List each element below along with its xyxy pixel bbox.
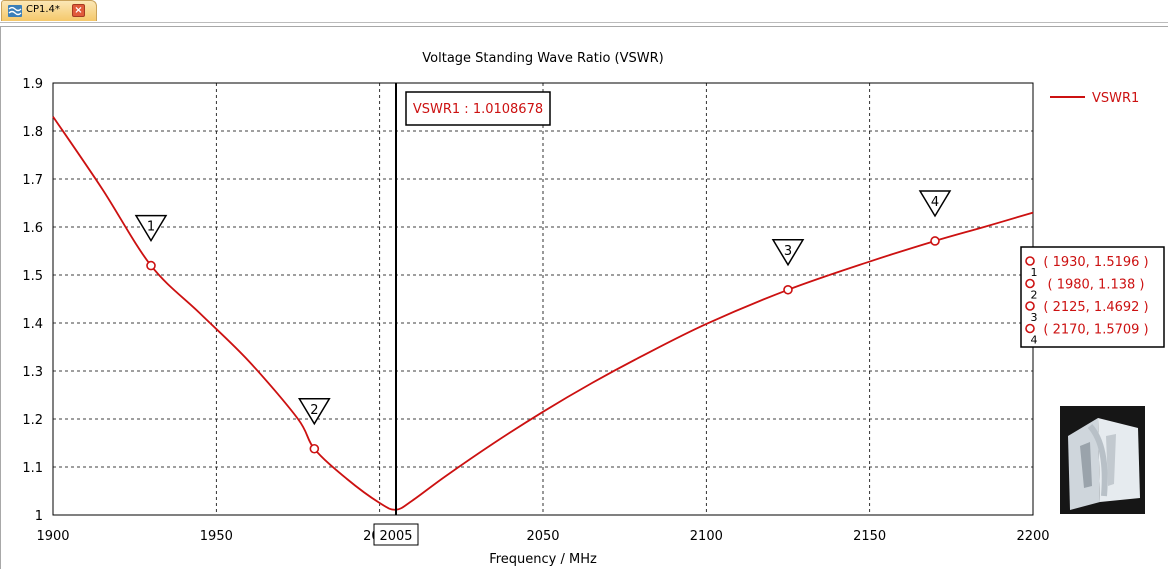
marker-table-id: 3 bbox=[1031, 311, 1038, 324]
marker-point bbox=[146, 260, 156, 271]
marker-table-icon bbox=[1025, 256, 1035, 266]
grid-lines bbox=[53, 83, 1033, 515]
x-tick-label: 2150 bbox=[853, 529, 886, 544]
cursor-x-box bbox=[373, 523, 419, 546]
marker-flag bbox=[134, 214, 168, 243]
tab-bar: CP1.4* × bbox=[0, 0, 1168, 23]
marker-point bbox=[930, 236, 940, 246]
x-tick-label: 2100 bbox=[690, 529, 723, 544]
marker-group: 1 2 3 4 bbox=[134, 190, 952, 454]
marker-table-icon bbox=[1025, 278, 1035, 289]
legend-label: VSWR1 bbox=[1092, 91, 1139, 106]
marker-flag bbox=[771, 239, 805, 267]
readout-box bbox=[405, 91, 551, 126]
x-tick-label: 2200 bbox=[1016, 529, 1049, 544]
marker-table-id: 1 bbox=[1031, 266, 1038, 279]
series-line-vswr1 bbox=[52, 116, 1034, 511]
close-icon[interactable]: × bbox=[72, 4, 85, 17]
x-tick-label: 2050 bbox=[526, 529, 559, 544]
antenna-model-thumbnail bbox=[1060, 406, 1145, 514]
y-tick-labels: 1 1.1 1.2 1.3 1.4 1.5 1.6 1.7 1.8 1.9 bbox=[22, 77, 43, 524]
marker-table-frame bbox=[1020, 246, 1165, 348]
cursor-x-text: 2005 bbox=[379, 529, 412, 544]
y-tick-label: 1.3 bbox=[22, 365, 43, 380]
y-tick-label: 1.6 bbox=[22, 221, 43, 236]
y-tick-label: 1.2 bbox=[22, 413, 43, 428]
marker-table-value: ( 1980, 1.138 ) bbox=[1048, 278, 1145, 293]
tab-cp14[interactable]: CP1.4* × bbox=[1, 0, 97, 21]
cursor-readout: VSWR1 : 1.0108678 bbox=[405, 91, 551, 126]
marker-flag-label: 4 bbox=[931, 195, 939, 210]
marker-flag-label: 2 bbox=[310, 403, 318, 418]
x-tick-labels: 1900195020002050210021502200 bbox=[36, 529, 1049, 544]
x-tick-label: 1950 bbox=[200, 529, 233, 544]
y-tick-label: 1.7 bbox=[22, 173, 43, 188]
y-tick-label: 1.4 bbox=[22, 317, 43, 332]
marker-table-value: ( 1930, 1.5196 ) bbox=[1043, 255, 1148, 270]
y-tick-label: 1.1 bbox=[22, 461, 43, 476]
x-tick-label: 1900 bbox=[36, 529, 69, 544]
marker-flag-label: 1 bbox=[147, 220, 155, 235]
antenna-model-image bbox=[1060, 406, 1145, 514]
plot-panel bbox=[0, 26, 1168, 569]
y-tick-label: 1.5 bbox=[22, 269, 43, 284]
y-tick-label: 1.8 bbox=[22, 125, 43, 140]
marker-flag-label: 3 bbox=[784, 244, 792, 259]
cursor-x-label: 2005 bbox=[373, 523, 419, 546]
wave-icon bbox=[8, 5, 22, 17]
marker-table: 1 ( 1930, 1.5196 ) 2 ( 1980, 1.138 ) 3 ( 2125… bbox=[1020, 246, 1165, 348]
marker-flag bbox=[918, 190, 952, 218]
marker-table-value: ( 2170, 1.5709 ) bbox=[1043, 323, 1148, 338]
x-axis-label: Frequency / MHz bbox=[489, 552, 597, 567]
chart-title: Voltage Standing Wave Ratio (VSWR) bbox=[422, 51, 663, 66]
marker-table-icon bbox=[1025, 301, 1035, 311]
y-tick-label: 1 bbox=[35, 509, 43, 524]
marker-flag bbox=[298, 398, 331, 426]
tab-label: CP1.4* bbox=[26, 4, 60, 15]
marker-table-value: ( 2125, 1.4692 ) bbox=[1043, 300, 1148, 315]
marker-point bbox=[783, 284, 793, 295]
legend: VSWR1 bbox=[1050, 91, 1139, 106]
marker-table-icon bbox=[1025, 323, 1035, 334]
y-tick-label: 1.9 bbox=[22, 77, 43, 92]
readout-text: VSWR1 : 1.0108678 bbox=[413, 102, 543, 117]
marker-table-id: 4 bbox=[1031, 334, 1038, 347]
marker-table-id: 2 bbox=[1031, 289, 1038, 302]
marker-point bbox=[309, 443, 320, 454]
